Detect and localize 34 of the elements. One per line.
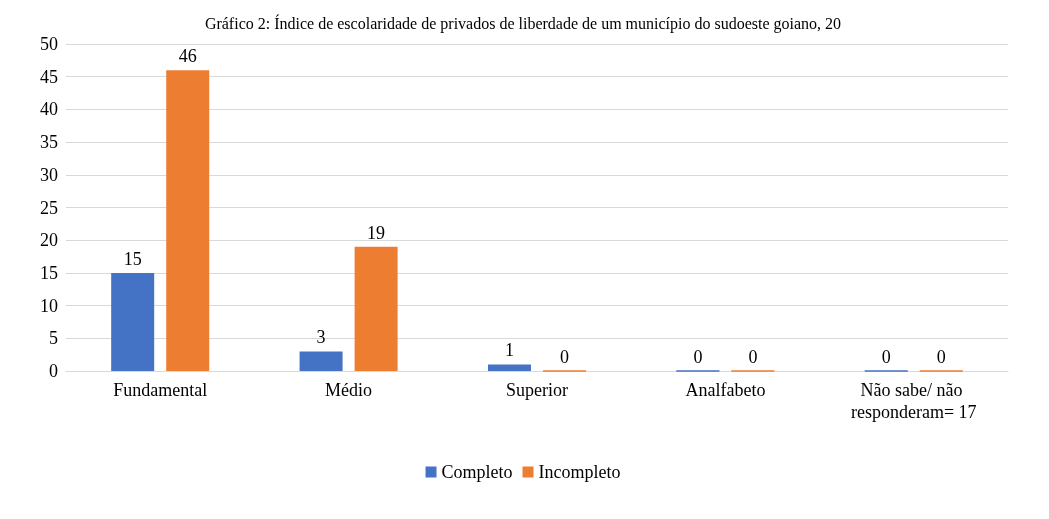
data-label: 15 <box>123 248 142 269</box>
x-tick-label: Médio <box>325 380 373 400</box>
y-tick-label: 30 <box>40 164 58 185</box>
chart-title: Gráfico 2: Índice de escolaridade de privados de liberdade de um município do sudoeste goiano, 20 <box>204 13 842 33</box>
y-tick-label: 25 <box>40 197 58 218</box>
data-label: 46 <box>178 46 197 67</box>
data-label: 1 <box>504 340 514 361</box>
y-tick-label: 45 <box>40 66 58 87</box>
data-label: 0 <box>881 346 891 367</box>
bar <box>487 364 531 371</box>
y-tick-label: 0 <box>49 361 58 381</box>
y-tick-label: 40 <box>40 99 58 120</box>
data-label: 19 <box>367 222 386 243</box>
x-tick-label: Não sabe/ não responderam= 17 <box>850 380 977 422</box>
x-tick-label: Superior <box>506 380 568 400</box>
y-tick-label: 15 <box>40 262 58 283</box>
y-tick-label: 20 <box>40 230 58 251</box>
data-label: 0 <box>748 346 758 367</box>
legend-label: Completo <box>441 462 513 482</box>
bar <box>166 70 210 371</box>
data-label: 3 <box>316 327 326 348</box>
data-label: 0 <box>560 346 570 367</box>
bar <box>299 351 343 371</box>
y-tick-label: 50 <box>40 34 58 54</box>
data-label: 0 <box>693 346 703 367</box>
data-label: 0 <box>936 346 946 367</box>
y-tick-label: 5 <box>49 328 58 349</box>
bar <box>111 272 155 371</box>
y-tick-label: 35 <box>40 132 58 153</box>
y-tick-label: 10 <box>40 295 58 316</box>
legend-label: Incompleto <box>538 462 621 482</box>
x-tick-label: Analfabeto <box>685 380 766 400</box>
x-tick-label: Fundamental <box>113 380 208 400</box>
bar <box>354 246 398 371</box>
